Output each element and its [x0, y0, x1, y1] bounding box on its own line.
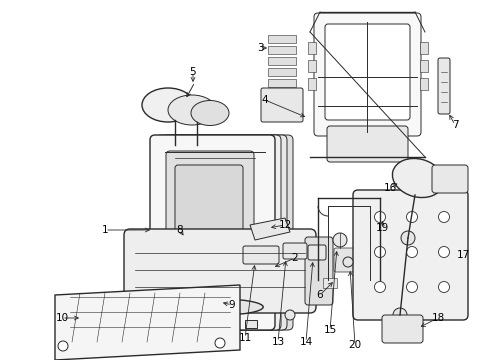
Bar	[170, 320, 182, 328]
FancyBboxPatch shape	[431, 165, 467, 193]
Circle shape	[400, 231, 414, 245]
Bar	[419, 78, 427, 90]
Bar	[419, 42, 427, 54]
FancyBboxPatch shape	[175, 165, 243, 281]
FancyBboxPatch shape	[381, 315, 422, 343]
FancyBboxPatch shape	[352, 190, 467, 320]
Circle shape	[406, 247, 417, 257]
FancyBboxPatch shape	[333, 248, 363, 272]
FancyBboxPatch shape	[437, 58, 449, 114]
Text: 1: 1	[102, 225, 108, 235]
Text: 10: 10	[55, 313, 68, 323]
Circle shape	[215, 338, 224, 348]
FancyBboxPatch shape	[325, 24, 409, 120]
FancyBboxPatch shape	[150, 135, 274, 330]
Circle shape	[332, 233, 346, 247]
Circle shape	[285, 310, 294, 320]
Text: 11: 11	[238, 333, 251, 343]
Text: 3: 3	[256, 43, 263, 53]
Ellipse shape	[191, 100, 228, 126]
Bar	[307, 42, 315, 54]
Bar	[323, 278, 336, 288]
Polygon shape	[55, 285, 240, 360]
Text: 17: 17	[455, 250, 468, 260]
Text: 18: 18	[430, 313, 444, 323]
Bar	[267, 57, 295, 65]
Text: 7: 7	[451, 120, 457, 130]
FancyBboxPatch shape	[261, 88, 303, 122]
Circle shape	[438, 247, 448, 257]
Bar	[244, 320, 257, 328]
Bar	[307, 60, 315, 72]
Text: 16: 16	[383, 183, 396, 193]
Circle shape	[342, 257, 352, 267]
Circle shape	[438, 282, 448, 292]
Text: 6: 6	[316, 290, 323, 300]
Text: 19: 19	[375, 223, 388, 233]
Text: 9: 9	[228, 300, 235, 310]
Ellipse shape	[142, 88, 194, 122]
Text: 2: 2	[291, 253, 298, 263]
FancyBboxPatch shape	[313, 13, 420, 136]
Circle shape	[406, 212, 417, 222]
FancyBboxPatch shape	[326, 126, 407, 162]
Circle shape	[374, 212, 385, 222]
Circle shape	[58, 341, 68, 351]
Ellipse shape	[168, 95, 216, 125]
FancyBboxPatch shape	[162, 135, 286, 330]
Text: 14: 14	[299, 337, 312, 347]
Text: 4: 4	[261, 95, 268, 105]
Circle shape	[438, 212, 448, 222]
Bar	[267, 79, 295, 87]
FancyBboxPatch shape	[305, 237, 332, 305]
Circle shape	[374, 247, 385, 257]
FancyBboxPatch shape	[156, 135, 281, 330]
Circle shape	[374, 282, 385, 292]
FancyBboxPatch shape	[307, 245, 325, 260]
Text: 8: 8	[176, 225, 183, 235]
Text: 15: 15	[323, 325, 336, 335]
Text: 20: 20	[348, 340, 361, 350]
Circle shape	[145, 310, 155, 320]
FancyBboxPatch shape	[165, 151, 253, 304]
Bar	[267, 46, 295, 54]
Bar	[267, 68, 295, 76]
Ellipse shape	[177, 299, 263, 315]
Text: 5: 5	[189, 67, 196, 77]
FancyBboxPatch shape	[168, 135, 292, 330]
FancyBboxPatch shape	[124, 229, 315, 313]
Text: 12: 12	[278, 220, 291, 230]
Bar	[267, 35, 295, 43]
Bar	[419, 60, 427, 72]
Polygon shape	[249, 218, 289, 240]
Bar	[307, 78, 315, 90]
Circle shape	[392, 308, 406, 322]
Ellipse shape	[391, 158, 443, 198]
FancyBboxPatch shape	[283, 243, 306, 259]
Bar	[359, 278, 373, 288]
Circle shape	[406, 282, 417, 292]
FancyBboxPatch shape	[243, 246, 279, 264]
Text: 13: 13	[271, 337, 284, 347]
